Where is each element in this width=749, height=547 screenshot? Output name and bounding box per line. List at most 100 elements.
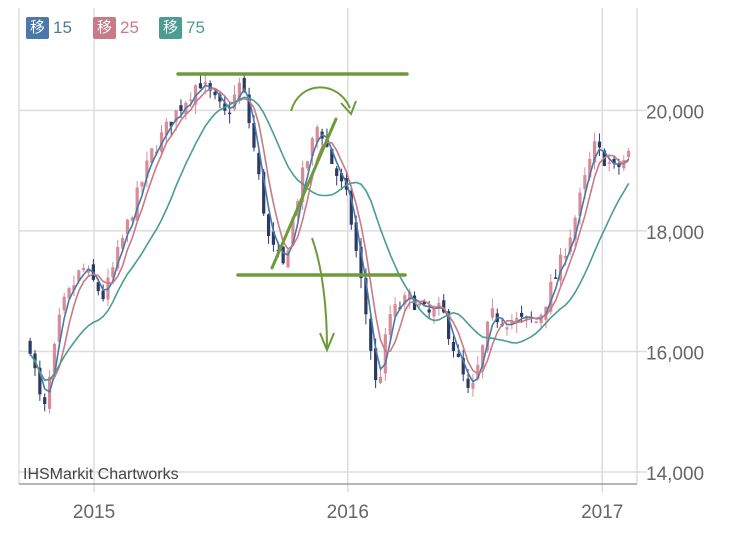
x-tick-label: 2017: [581, 502, 623, 523]
candle-up: [164, 121, 168, 136]
watermark: IHSMarkit Chartworks: [23, 466, 179, 483]
diagonal-line: [270, 117, 338, 270]
legend-ma25-period: 25: [120, 18, 139, 37]
candle-down: [281, 246, 285, 264]
legend-ma75-period: 75: [186, 18, 205, 37]
candle-up: [471, 382, 475, 389]
candle-down: [520, 312, 524, 317]
candle-down: [330, 148, 334, 165]
candle-down: [262, 171, 266, 214]
candle-up: [305, 161, 310, 169]
candle-up: [57, 314, 61, 342]
candle-up: [315, 126, 319, 143]
candle-up: [393, 304, 397, 317]
legend-ma15-period: 15: [53, 18, 72, 37]
candle-up: [140, 182, 144, 187]
legend-ma15: 移 15: [26, 16, 72, 40]
candle-up: [534, 321, 538, 323]
candle-down: [364, 278, 368, 315]
candle-up: [62, 296, 66, 311]
candle-down: [456, 353, 460, 357]
candle-up: [524, 316, 529, 321]
gridlines: [19, 8, 647, 492]
candle-down: [612, 158, 616, 163]
candle-down: [96, 282, 100, 292]
candle-down: [354, 222, 358, 251]
legend-ma25-tag: 移: [93, 17, 117, 39]
y-tick-label: 14,000: [646, 464, 704, 485]
candle-up: [558, 254, 563, 281]
candle-up: [568, 237, 572, 253]
moving-average-lines: [29, 84, 630, 394]
candle-up: [408, 291, 412, 300]
candle-up: [573, 217, 577, 240]
candle-up: [549, 281, 553, 312]
ma15-line: [29, 84, 630, 394]
candle-down: [466, 378, 470, 388]
candle-up: [490, 308, 495, 318]
candle-up: [67, 288, 71, 299]
x-axis-ticks: 2015 2016 2017: [73, 502, 623, 523]
candle-down: [169, 121, 173, 127]
ma75-line: [29, 96, 630, 381]
candle-down: [451, 341, 456, 351]
candle-down: [335, 168, 339, 176]
candle-up: [383, 334, 387, 374]
candle-up: [505, 327, 509, 330]
candle-down: [597, 141, 602, 148]
candlesticks: [28, 72, 631, 414]
x-tick-label: 2015: [73, 502, 115, 523]
candle-up: [82, 268, 86, 271]
candle-up: [578, 192, 582, 216]
candle-down: [427, 309, 431, 313]
candle-up: [47, 376, 52, 409]
candle-up: [432, 308, 436, 317]
candle-down: [339, 173, 344, 182]
candle-up: [174, 110, 178, 122]
curved-arrow-down-icon: [311, 237, 328, 349]
candle-down: [359, 246, 363, 279]
candle-up: [189, 99, 193, 102]
candle-down: [271, 231, 276, 245]
candle-up: [403, 295, 407, 305]
candle-up: [476, 364, 480, 379]
candle-down: [442, 300, 446, 313]
candle-down: [369, 318, 373, 351]
legend-ma15-tag: 移: [26, 17, 50, 39]
candle-down: [218, 94, 222, 102]
candle-up: [583, 175, 587, 190]
y-tick-label: 18,000: [646, 223, 704, 244]
candle-down: [213, 91, 217, 96]
candle-up: [77, 270, 81, 282]
candle-down: [349, 190, 353, 225]
candle-up: [378, 376, 383, 383]
candle-down: [447, 311, 451, 339]
candle-down: [198, 83, 203, 89]
legend-ma75: 移 75: [159, 16, 205, 40]
candle-down: [257, 152, 261, 175]
candle-down: [554, 277, 558, 279]
candle-down: [252, 122, 256, 148]
candle-up: [86, 268, 91, 273]
candle-down: [617, 164, 621, 168]
candle-up: [116, 247, 120, 269]
candle-down: [43, 397, 47, 405]
candle-up: [145, 160, 149, 178]
legend-ma75-tag: 移: [159, 17, 183, 39]
candle-up: [286, 250, 290, 268]
candle-up: [588, 159, 592, 178]
candle-up: [627, 150, 631, 158]
candle-down: [228, 112, 232, 115]
y-tick-label: 20,000: [646, 102, 704, 123]
candle-up: [563, 255, 567, 259]
candle-up: [437, 302, 441, 308]
candle-up: [159, 132, 164, 152]
candle-up: [120, 238, 125, 249]
candle-up: [481, 345, 485, 369]
candle-up: [388, 314, 392, 336]
x-tick-label: 2016: [327, 502, 369, 523]
candle-up: [607, 162, 611, 164]
candle-up: [510, 321, 514, 324]
candle-up: [485, 321, 490, 351]
